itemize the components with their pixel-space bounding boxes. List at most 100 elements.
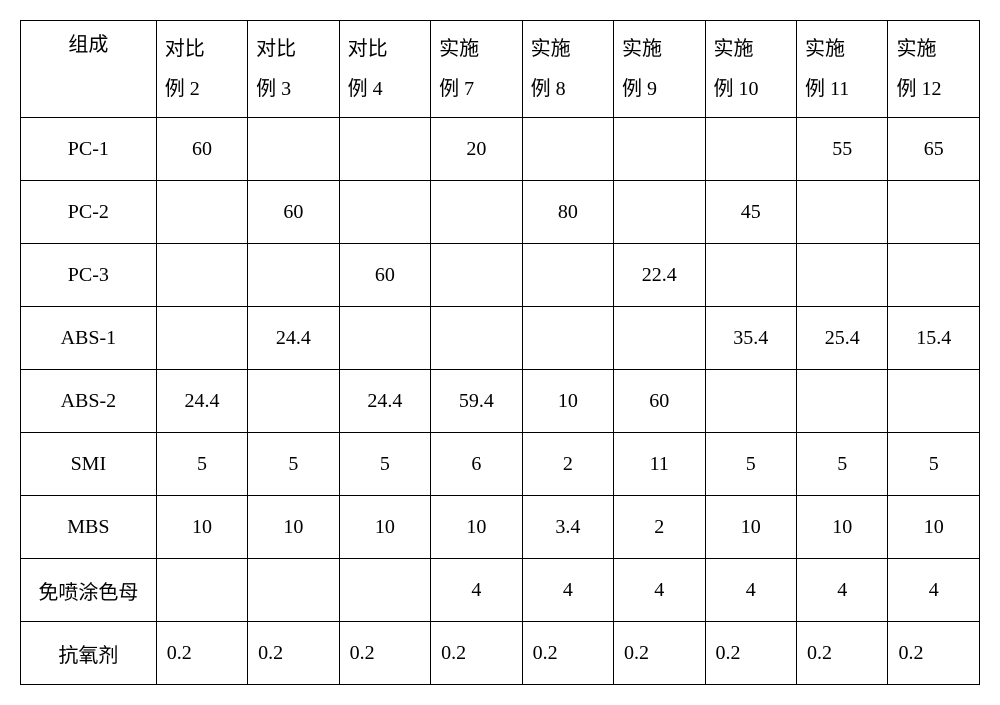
cell: 0.2 xyxy=(705,622,796,685)
header-cell-6: 实施 例 9 xyxy=(614,21,705,118)
cell xyxy=(888,370,980,433)
cell xyxy=(156,307,247,370)
cell: 35.4 xyxy=(705,307,796,370)
header-cell-3: 对比 例 4 xyxy=(339,21,430,118)
cell xyxy=(705,370,796,433)
cell: 22.4 xyxy=(614,244,705,307)
cell xyxy=(339,118,430,181)
cell xyxy=(705,244,796,307)
cell: 5 xyxy=(888,433,980,496)
header-cell-2: 对比 例 3 xyxy=(248,21,339,118)
cell: 5 xyxy=(796,433,887,496)
header-line1-2: 对比 xyxy=(256,29,330,69)
cell: 5 xyxy=(248,433,339,496)
cell: 24.4 xyxy=(156,370,247,433)
cell: 10 xyxy=(156,496,247,559)
cell: 4 xyxy=(705,559,796,622)
cell xyxy=(339,307,430,370)
cell xyxy=(431,181,522,244)
cell: 45 xyxy=(705,181,796,244)
cell: 10 xyxy=(796,496,887,559)
header-line2-3: 例 4 xyxy=(348,69,422,109)
cell: 5 xyxy=(339,433,430,496)
row-label: MBS xyxy=(21,496,157,559)
cell: 25.4 xyxy=(796,307,887,370)
cell: 60 xyxy=(339,244,430,307)
cell xyxy=(614,181,705,244)
cell: 0.2 xyxy=(431,622,522,685)
header-line1-0: 组成 xyxy=(35,25,142,65)
table-row: 抗氧剂0.20.20.20.20.20.20.20.20.2 xyxy=(21,622,980,685)
row-label: PC-3 xyxy=(21,244,157,307)
header-line2-9: 例 12 xyxy=(896,69,971,109)
row-label: ABS-2 xyxy=(21,370,157,433)
cell: 0.2 xyxy=(614,622,705,685)
cell xyxy=(248,370,339,433)
cell: 20 xyxy=(431,118,522,181)
cell: 4 xyxy=(522,559,613,622)
header-line2-6: 例 9 xyxy=(622,69,696,109)
cell xyxy=(156,559,247,622)
cell xyxy=(888,181,980,244)
cell: 2 xyxy=(522,433,613,496)
cell xyxy=(248,559,339,622)
header-line1-1: 对比 xyxy=(165,29,239,69)
cell xyxy=(248,244,339,307)
cell xyxy=(522,307,613,370)
cell: 10 xyxy=(339,496,430,559)
cell: 4 xyxy=(888,559,980,622)
cell xyxy=(614,307,705,370)
cell: 4 xyxy=(796,559,887,622)
cell xyxy=(522,244,613,307)
cell: 0.2 xyxy=(156,622,247,685)
cell: 55 xyxy=(796,118,887,181)
cell xyxy=(248,118,339,181)
cell: 10 xyxy=(705,496,796,559)
table-row: MBS101010103.42101010 xyxy=(21,496,980,559)
cell xyxy=(888,244,980,307)
cell: 10 xyxy=(888,496,980,559)
header-cell-8: 实施 例 11 xyxy=(796,21,887,118)
cell: 24.4 xyxy=(248,307,339,370)
cell: 5 xyxy=(156,433,247,496)
header-line1-5: 实施 xyxy=(531,29,605,69)
header-line2-2: 例 3 xyxy=(256,69,330,109)
cell xyxy=(339,559,430,622)
table-row: SMI5556211555 xyxy=(21,433,980,496)
header-line2-7: 例 10 xyxy=(714,69,788,109)
cell xyxy=(431,244,522,307)
cell: 60 xyxy=(248,181,339,244)
header-cell-1: 对比 例 2 xyxy=(156,21,247,118)
cell xyxy=(614,118,705,181)
cell: 0.2 xyxy=(796,622,887,685)
header-cell-5: 实施 例 8 xyxy=(522,21,613,118)
cell: 10 xyxy=(431,496,522,559)
cell xyxy=(705,118,796,181)
table-row: ABS-224.424.459.41060 xyxy=(21,370,980,433)
cell: 4 xyxy=(614,559,705,622)
row-label: PC-2 xyxy=(21,181,157,244)
header-cell-4: 实施 例 7 xyxy=(431,21,522,118)
cell: 59.4 xyxy=(431,370,522,433)
cell xyxy=(156,181,247,244)
row-label: SMI xyxy=(21,433,157,496)
header-line1-4: 实施 xyxy=(439,29,513,69)
row-label: ABS-1 xyxy=(21,307,157,370)
cell: 60 xyxy=(156,118,247,181)
table-row: PC-2608045 xyxy=(21,181,980,244)
header-line1-3: 对比 xyxy=(348,29,422,69)
table-row: PC-3 60 22.4 xyxy=(21,244,980,307)
cell: 10 xyxy=(248,496,339,559)
cell xyxy=(339,181,430,244)
header-row: 组成 对比 例 2 对比 例 3 对比 例 4 实施 例 7 实施 例 8 xyxy=(21,21,980,118)
header-cell-7: 实施 例 10 xyxy=(705,21,796,118)
table-row: PC-160205565 xyxy=(21,118,980,181)
header-line2-4: 例 7 xyxy=(439,69,513,109)
header-line2-8: 例 11 xyxy=(805,69,879,109)
header-line1-6: 实施 xyxy=(622,29,696,69)
cell xyxy=(796,370,887,433)
cell: 10 xyxy=(522,370,613,433)
row-label: 抗氧剂 xyxy=(21,622,157,685)
header-line1-7: 实施 xyxy=(714,29,788,69)
cell: 60 xyxy=(614,370,705,433)
